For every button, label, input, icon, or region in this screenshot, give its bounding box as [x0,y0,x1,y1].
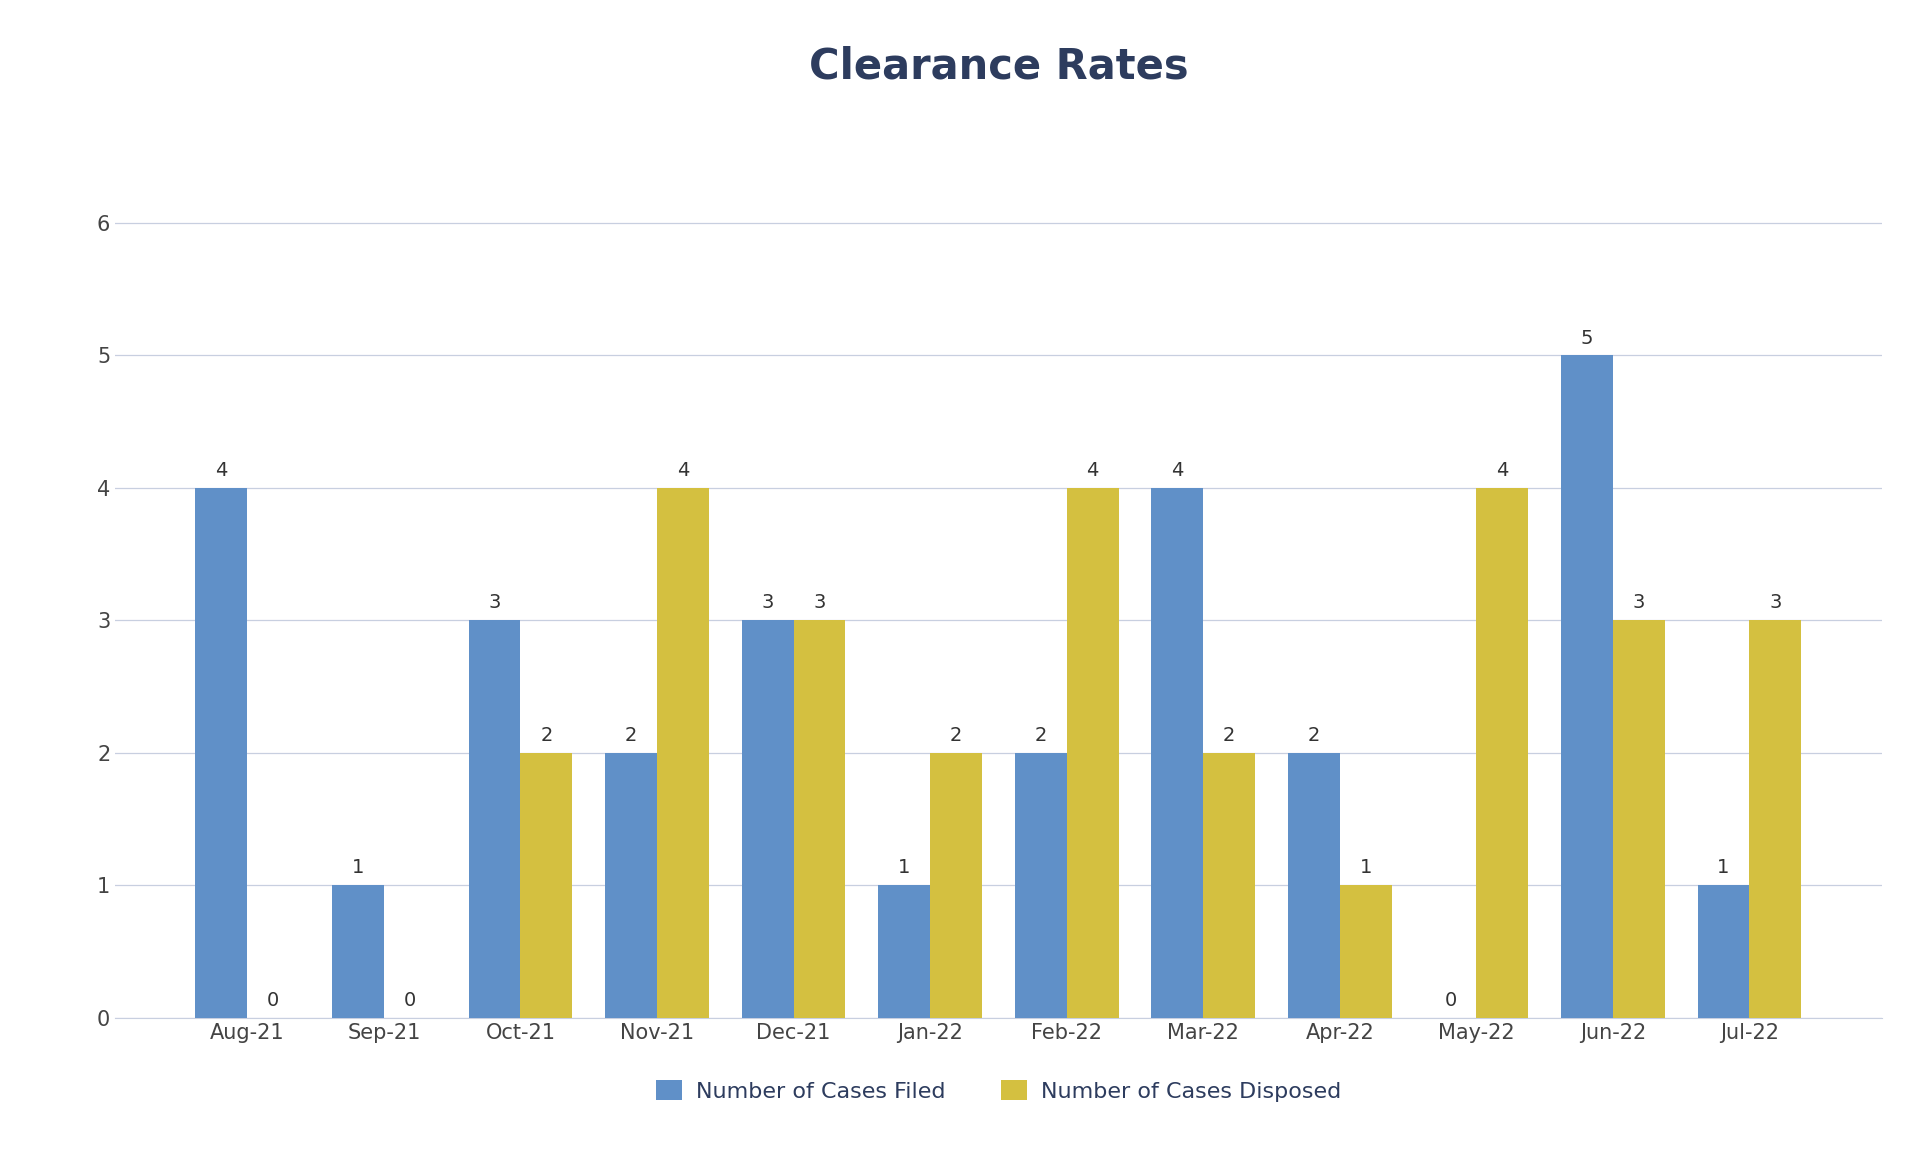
Title: Clearance Rates: Clearance Rates [808,46,1188,87]
Text: 4: 4 [1171,461,1183,480]
Bar [605,753,657,1018]
Text: 4: 4 [1087,461,1098,480]
Legend: Number of Cases Filed, Number of Cases Disposed: Number of Cases Filed, Number of Cases D… [647,1071,1350,1110]
Bar [1697,886,1749,1018]
Text: 2: 2 [1308,725,1321,745]
Bar [1613,620,1665,1018]
Bar [793,620,845,1018]
Bar [520,753,572,1018]
Text: 2: 2 [1035,725,1046,745]
Bar [741,620,793,1018]
Bar [1561,356,1613,1018]
Text: 1: 1 [1716,859,1730,878]
Bar [1152,488,1204,1018]
Text: 3: 3 [1632,593,1645,613]
Text: 2: 2 [1223,725,1235,745]
Bar [1749,620,1801,1018]
Bar [657,488,708,1018]
Bar [1476,488,1528,1018]
Text: 5: 5 [1580,329,1594,347]
Text: 2: 2 [540,725,553,745]
Bar [929,753,981,1018]
Bar [877,886,929,1018]
Text: 0: 0 [1444,991,1457,1010]
Text: 3: 3 [1768,593,1782,613]
Text: 0: 0 [267,991,280,1010]
Bar [1204,753,1256,1018]
Text: 3: 3 [488,593,501,613]
Text: 1: 1 [1359,859,1373,878]
Bar [332,886,384,1018]
Bar [196,488,248,1018]
Text: 4: 4 [215,461,228,480]
Text: 4: 4 [1496,461,1509,480]
Text: 4: 4 [676,461,689,480]
Bar [1340,886,1392,1018]
Text: 1: 1 [899,859,910,878]
Text: 2: 2 [624,725,637,745]
Text: 2: 2 [950,725,962,745]
Bar [1068,488,1119,1018]
Bar [1016,753,1068,1018]
Text: 1: 1 [351,859,365,878]
Bar [468,620,520,1018]
Text: 0: 0 [403,991,417,1010]
Bar [1288,753,1340,1018]
Text: 3: 3 [762,593,774,613]
Text: 3: 3 [814,593,826,613]
